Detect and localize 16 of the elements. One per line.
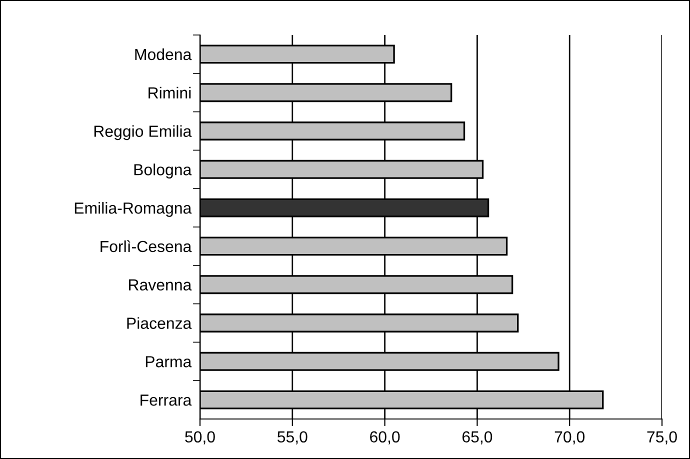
y-tick-label: Bologna — [134, 164, 192, 178]
x-tick-label: 50,0 — [185, 431, 215, 444]
x-tick-label: 75,0 — [647, 431, 677, 444]
y-tick-label: Emilia-Romagna — [74, 202, 192, 217]
y-tick-label: Ravenna — [129, 279, 192, 291]
y-tick-label: Piacenza — [127, 317, 192, 329]
y-tick-label: Modena — [135, 48, 192, 60]
x-tick-label: 70,0 — [554, 431, 585, 444]
y-tick-label: Rimini — [148, 86, 191, 98]
y-tick-label: Ferrara — [140, 394, 192, 406]
y-tick-label: Reggio Emilia — [94, 125, 192, 140]
x-tick-label: 65,0 — [462, 431, 492, 444]
y-tick-label: Parma — [146, 356, 192, 368]
y-tick-label: Forlì-Cesena — [100, 240, 192, 252]
x-tick-label: 60,0 — [370, 431, 400, 444]
x-tick-label: 55,0 — [277, 431, 308, 444]
